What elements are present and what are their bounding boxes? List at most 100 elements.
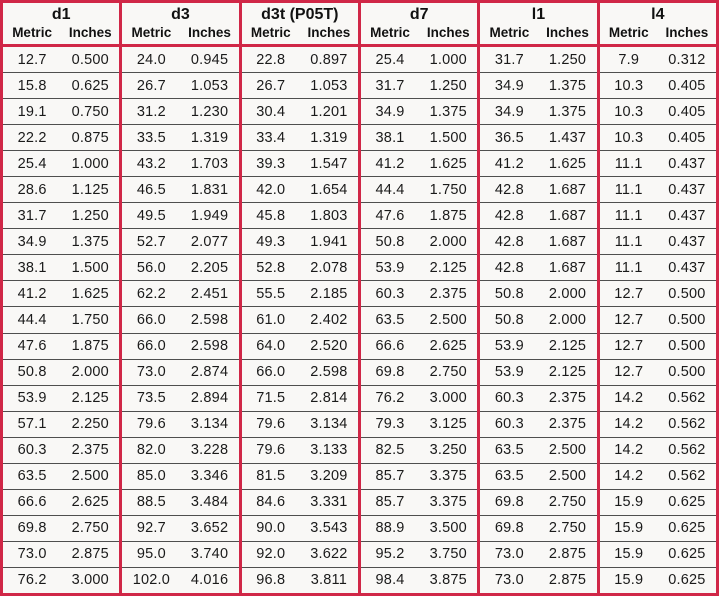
inches-value: 3.484 [190, 494, 229, 511]
table-row: 14.2 0.562 [599, 384, 716, 411]
metric-value: 31.7 [375, 77, 405, 94]
metric-value: 63.5 [17, 468, 47, 485]
inches-value: 2.250 [71, 416, 109, 433]
metric-value: 50.8 [494, 285, 524, 302]
inches-value: 1.319 [190, 129, 229, 146]
metric-value: 11.1 [614, 155, 643, 172]
inches-value: 2.000 [548, 311, 587, 328]
metric-value: 63.5 [375, 311, 405, 328]
metric-value: 15.9 [614, 572, 644, 589]
metric-value: 42.8 [494, 207, 524, 224]
table-row: 61.0 2.402 [241, 306, 358, 332]
inches-value: 2.077 [190, 233, 229, 250]
inches-value: 2.375 [429, 285, 467, 302]
metric-value: 50.8 [17, 364, 47, 381]
metric-value: 79.6 [136, 416, 166, 433]
inches-value: 3.740 [190, 546, 229, 563]
inches-value: 3.375 [429, 494, 467, 511]
inches-value: 1.654 [310, 181, 348, 198]
inches-value: 3.346 [190, 468, 229, 485]
table-row: 42.8 1.687 [480, 254, 597, 280]
metric-value: 49.5 [136, 207, 166, 224]
metric-value: 73.5 [136, 390, 166, 407]
inches-column-label: Inches [307, 25, 351, 40]
table-row: 73.5 2.894 [122, 384, 239, 411]
metric-value: 85.0 [136, 468, 166, 485]
table-row: 11.1 0.437 [599, 228, 716, 254]
metric-value: 34.9 [494, 103, 524, 120]
column-group-d3t-p05t: d3t (P05T) Metric Inches 22.8 0.897 26.7 1.053… [241, 3, 361, 593]
table-row: 41.2 1.625 [480, 150, 597, 176]
metric-value: 88.9 [375, 520, 405, 537]
column-group-title: d3 [171, 6, 190, 23]
metric-value: 53.9 [375, 259, 405, 276]
table-row: 22.8 0.897 [242, 47, 358, 72]
metric-value: 11.1 [614, 207, 643, 224]
inches-value: 1.000 [71, 155, 109, 172]
metric-value: 14.2 [614, 468, 644, 485]
column-group-rows: 22.8 0.897 26.7 1.053 30.4 1.201 33.4 1.319 39.3… [241, 47, 358, 593]
column-group-rows: 7.9 0.312 10.3 0.405 10.3 0.405 10.3 0.405 11.1 0… [599, 47, 716, 593]
metric-value: 66.0 [136, 338, 166, 355]
metric-value: 82.5 [375, 442, 405, 459]
inches-value: 1.687 [548, 259, 587, 276]
inches-value: 3.811 [310, 572, 347, 589]
table-row: 76.2 3.000 [360, 384, 478, 411]
table-row: 38.1 1.500 [360, 124, 478, 150]
metric-value: 41.2 [375, 155, 405, 172]
metric-value: 41.2 [494, 155, 524, 172]
metric-column-label: Metric [608, 25, 649, 40]
inches-value: 3.622 [310, 546, 348, 563]
metric-value: 102.0 [132, 572, 171, 589]
metric-value: 71.5 [256, 390, 286, 407]
inches-value: 0.750 [71, 103, 109, 120]
metric-value: 22.2 [17, 129, 47, 146]
metric-value: 38.1 [17, 259, 47, 276]
table-row: 11.1 0.437 [599, 150, 716, 176]
metric-value: 14.2 [614, 416, 644, 433]
metric-value: 81.5 [256, 468, 286, 485]
table-row: 62.2 2.451 [122, 280, 239, 306]
table-row: 64.0 2.520 [241, 332, 358, 359]
table-row: 10.3 0.405 [599, 124, 716, 150]
inches-value: 3.134 [310, 416, 348, 433]
metric-value: 15.8 [17, 77, 47, 94]
table-row: 24.0 0.945 [122, 47, 238, 72]
table-row: 73.0 2.874 [122, 358, 239, 385]
table-row: 71.5 2.814 [241, 384, 358, 411]
table-row: 73.0 2.875 [480, 566, 597, 593]
table-row: 60.3 2.375 [480, 410, 597, 437]
metric-value: 64.0 [256, 338, 286, 355]
table-row: 25.4 1.000 [3, 150, 120, 176]
table-row: 85.7 3.375 [360, 462, 478, 489]
metric-value: 10.3 [614, 129, 644, 146]
inches-value: 2.875 [548, 546, 587, 563]
inches-value: 2.500 [429, 311, 467, 328]
table-row: 12.7 0.500 [599, 280, 716, 306]
metric-value: 44.4 [17, 311, 47, 328]
inches-value: 1.375 [71, 233, 109, 250]
table-row: 79.6 3.134 [122, 410, 239, 437]
inches-value: 0.405 [668, 77, 706, 94]
inches-value: 2.625 [71, 494, 109, 511]
metric-value: 60.3 [494, 416, 524, 433]
metric-value: 92.0 [256, 546, 286, 563]
metric-value: 73.0 [494, 546, 524, 563]
inches-value: 1.053 [310, 77, 348, 94]
table-row: 85.0 3.346 [122, 462, 239, 489]
inches-value: 0.625 [668, 494, 706, 511]
metric-value: 24.0 [136, 51, 166, 68]
table-row: 38.1 1.500 [3, 254, 120, 280]
inches-value: 3.250 [429, 442, 467, 459]
metric-value: 73.0 [136, 364, 166, 381]
table-row: 84.6 3.331 [241, 488, 358, 515]
metric-value: 28.6 [17, 181, 47, 198]
table-row: 66.0 2.598 [122, 306, 239, 332]
table-row: 63.5 2.500 [480, 462, 597, 489]
table-row: 36.5 1.437 [480, 124, 597, 150]
table-row: 31.2 1.230 [122, 98, 239, 124]
metric-value: 66.0 [136, 311, 166, 328]
inches-value: 1.625 [71, 285, 109, 302]
metric-value: 47.6 [375, 207, 405, 224]
metric-value: 36.5 [494, 129, 524, 146]
